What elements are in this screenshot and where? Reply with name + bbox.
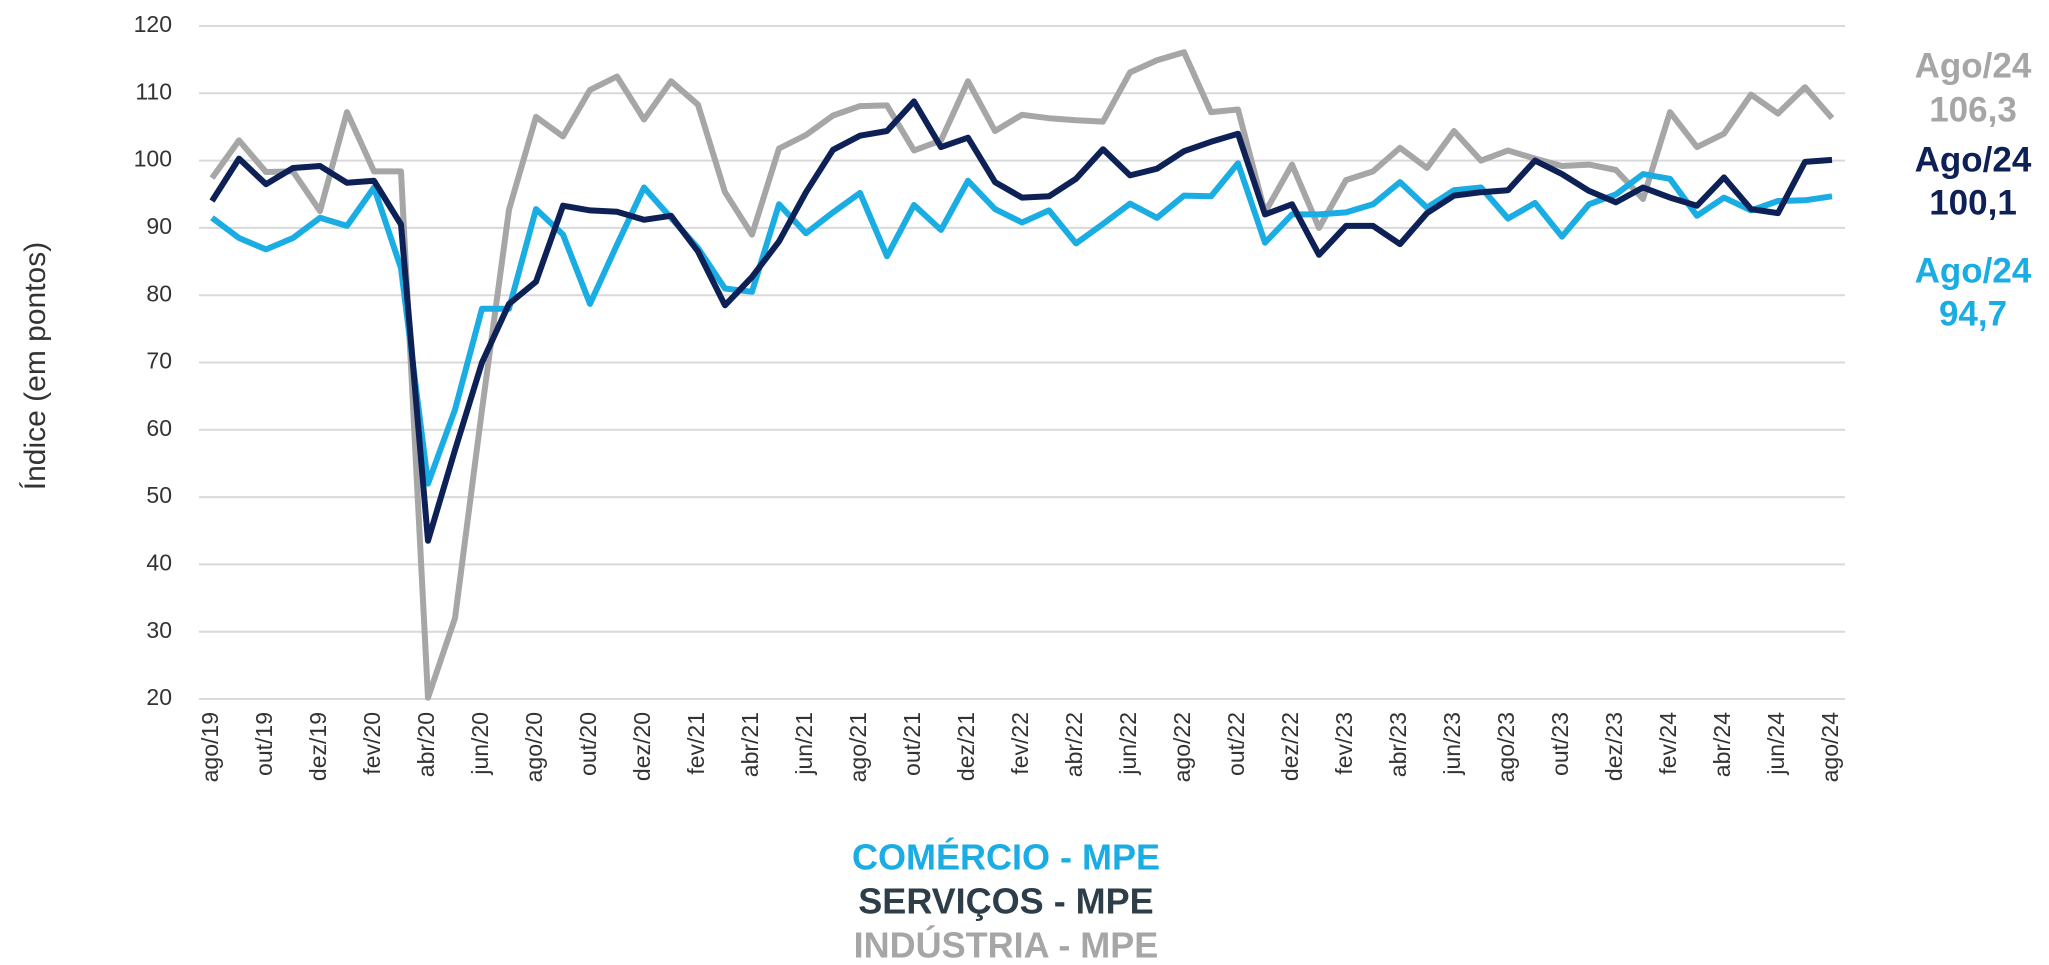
x-tick-label: dez/20 [629, 712, 655, 781]
y-tick-label: 50 [146, 482, 172, 508]
x-tick-label: ago/20 [521, 712, 547, 782]
series-line [209, 98, 1833, 544]
x-tick-label: abr/21 [737, 712, 763, 777]
x-tick-label: ago/24 [1817, 712, 1843, 783]
x-tick-label: fev/23 [1331, 712, 1357, 775]
y-tick-label: 30 [146, 617, 172, 643]
x-tick-label: ago/22 [1169, 712, 1195, 782]
x-tick-label: fev/22 [1007, 712, 1033, 775]
legend-entry: SERVIÇOS - MPE [858, 881, 1153, 922]
x-tick-label: jun/21 [791, 712, 817, 776]
y-tick-label: 110 [135, 78, 172, 104]
x-tick-label: jun/22 [1115, 712, 1141, 776]
y-tick-label: 90 [146, 213, 172, 239]
x-tick-label: abr/23 [1385, 712, 1411, 777]
x-tick-label: abr/24 [1709, 712, 1735, 777]
y-tick-label: 100 [134, 146, 172, 172]
legend-entry: COMÉRCIO - MPE [852, 837, 1160, 878]
end-label: 100,1 [1929, 183, 2017, 222]
x-tick-label: dez/23 [1601, 712, 1627, 781]
x-tick-label: ago/19 [197, 712, 223, 782]
y-tick-label: 70 [146, 348, 172, 374]
x-tick-label: out/22 [1223, 712, 1249, 776]
x-tick-label: fev/24 [1655, 712, 1681, 775]
x-tick-label: abr/22 [1061, 712, 1087, 777]
end-label: Ago/24 [1915, 140, 2032, 179]
end-label: Ago/24 [1915, 46, 2032, 85]
x-tick-label: out/19 [251, 712, 277, 776]
y-tick-label: 60 [146, 415, 172, 441]
y-axis-label: Índice (em pontos) [19, 242, 52, 490]
end-label: Ago/24 [1915, 251, 2032, 290]
series-line [209, 49, 1835, 701]
y-tick-label: 80 [146, 280, 172, 306]
x-tick-label: jun/20 [467, 712, 493, 776]
x-tick-label: out/21 [899, 712, 925, 776]
legend-entry: INDÚSTRIA - MPE [854, 924, 1159, 965]
x-tick-label: dez/21 [953, 712, 979, 781]
x-tick-label: jun/23 [1439, 712, 1465, 776]
y-tick-label: 120 [134, 11, 172, 37]
x-tick-label: out/20 [575, 712, 601, 776]
end-label: 94,7 [1939, 294, 2007, 333]
x-tick-label: dez/19 [305, 712, 331, 781]
end-label: 106,3 [1929, 90, 2017, 129]
x-tick-label: fev/21 [683, 712, 709, 775]
series-line [210, 160, 1833, 487]
x-tick-label: abr/20 [413, 712, 439, 777]
x-tick-label: jun/24 [1763, 712, 1789, 776]
x-tick-label: ago/21 [845, 712, 871, 782]
y-tick-label: 40 [146, 549, 172, 575]
x-tick-label: ago/23 [1493, 712, 1519, 782]
x-tick-label: fev/20 [359, 712, 385, 775]
y-tick-label: 20 [146, 684, 172, 710]
x-tick-label: out/23 [1547, 712, 1573, 776]
x-tick-label: dez/22 [1277, 712, 1303, 781]
